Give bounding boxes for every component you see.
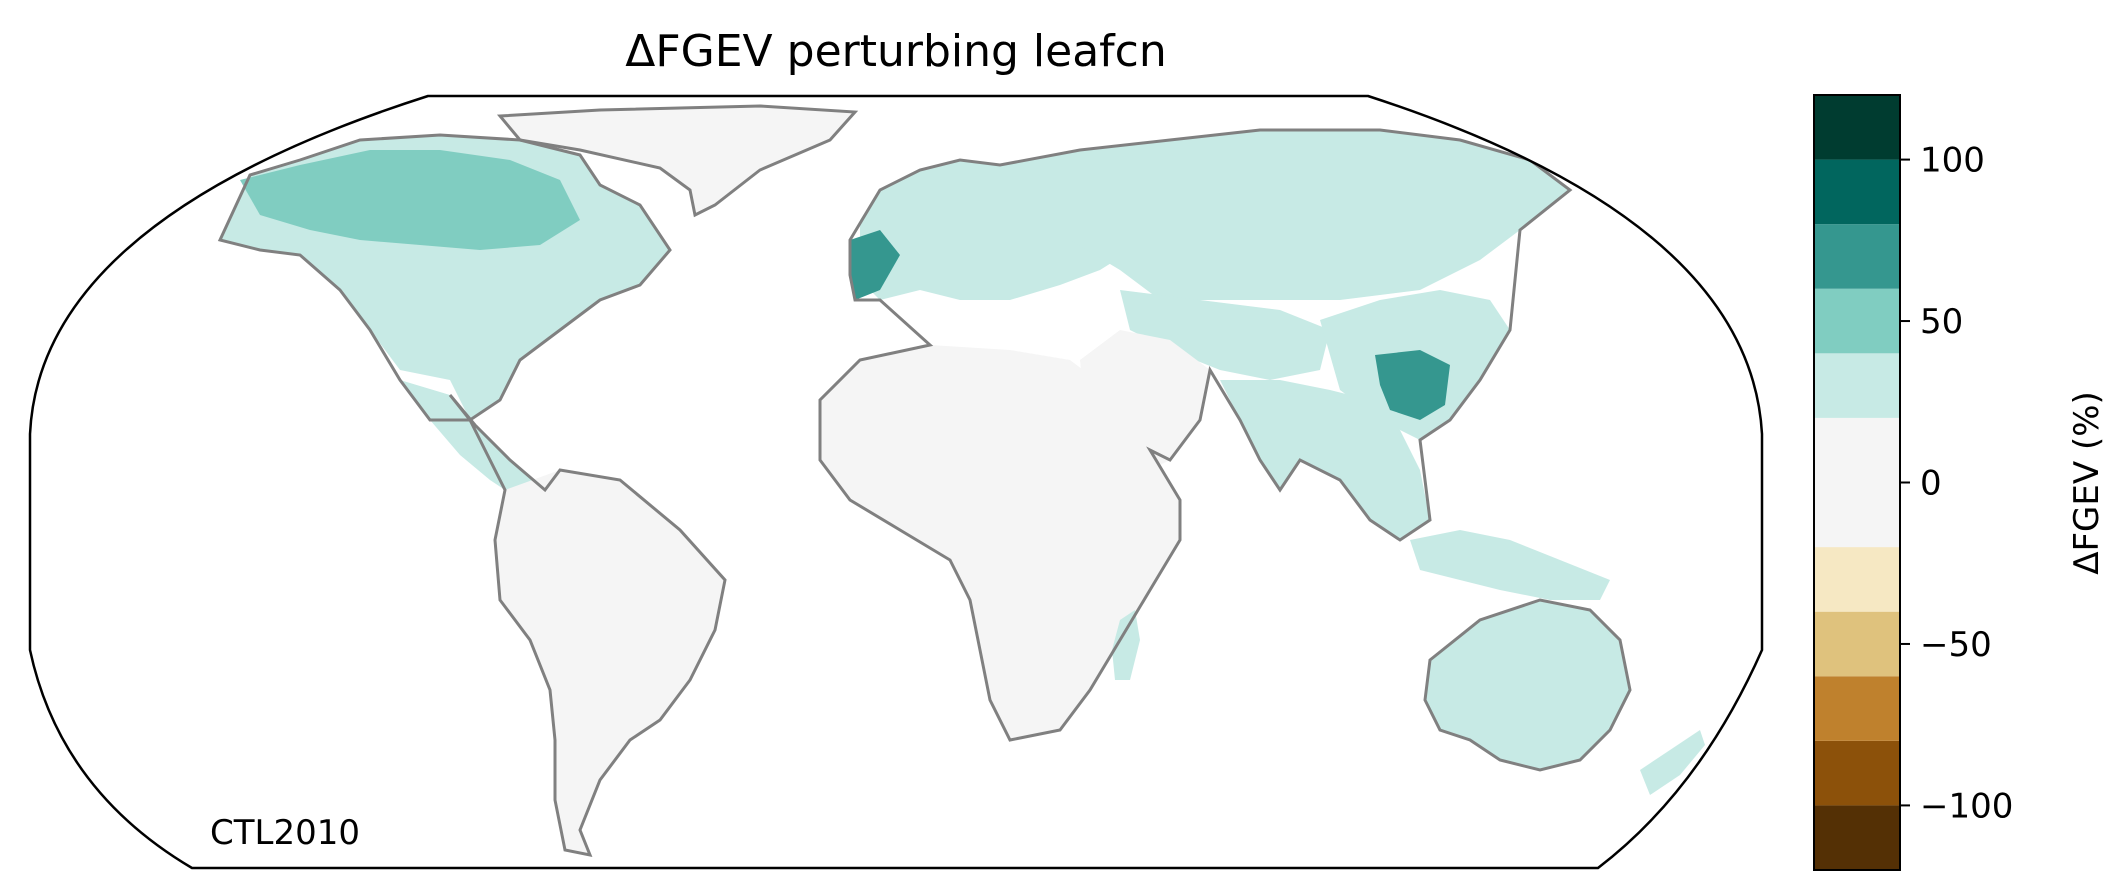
india-southeast-asia-region xyxy=(1220,380,1430,540)
colorbar-tick-label: −50 xyxy=(1920,625,1992,665)
colorbar-label: ΔFGEV (%) xyxy=(2067,391,2107,575)
australia-region xyxy=(1425,600,1630,770)
coastline-afro-eurasia xyxy=(818,128,1573,742)
coastline-greenland xyxy=(496,104,859,218)
new-zealand-region xyxy=(1640,730,1705,795)
colorbar-bin xyxy=(1814,740,1900,806)
colorbar-tick-label: −100 xyxy=(1920,786,2013,826)
south-america-region xyxy=(495,470,725,855)
western-europe-region xyxy=(850,230,900,300)
central-america-region xyxy=(400,380,545,500)
colorbar-bin xyxy=(1814,676,1900,741)
colorbar-bin xyxy=(1814,482,1900,548)
colorbar-bin xyxy=(1814,805,1900,870)
europe-region xyxy=(860,160,1140,300)
canada-boreal-region xyxy=(240,150,580,250)
russia-siberia-region xyxy=(1000,130,1570,300)
map-frame xyxy=(28,94,1764,870)
central-asia-region xyxy=(1120,290,1330,380)
madagascar-region xyxy=(1112,610,1140,680)
east-china-region xyxy=(1375,350,1450,420)
colorbar-tick-label: 50 xyxy=(1920,302,1963,342)
colorbar-tick-label: 100 xyxy=(1920,141,1985,181)
coastline-australia xyxy=(1423,598,1632,772)
colorbar-bin xyxy=(1814,547,1900,612)
colorbar-tick-label: 0 xyxy=(1920,464,1942,504)
greenland-region xyxy=(500,106,855,215)
colorbar-bin xyxy=(1814,288,1900,354)
coastline-americas xyxy=(217,133,727,858)
colorbar-bin xyxy=(1814,353,1900,418)
run-label: CTL2010 xyxy=(210,813,360,853)
middle-east-region xyxy=(1080,330,1210,480)
map-panel xyxy=(217,104,1705,858)
colorbar-bin xyxy=(1814,224,1900,289)
colorbar-bin xyxy=(1814,159,1900,225)
colorbar-bin xyxy=(1814,611,1900,677)
map-title: ΔFGEV perturbing leafcn xyxy=(625,26,1167,77)
maritime-asia-region xyxy=(1410,530,1610,600)
colorbar-bin xyxy=(1814,95,1900,160)
colorbar-bin xyxy=(1814,417,1900,483)
coastlines xyxy=(217,104,1632,858)
colorbar: 100 50 0 −50 −100 xyxy=(1813,94,2013,871)
africa-region xyxy=(820,345,1180,740)
